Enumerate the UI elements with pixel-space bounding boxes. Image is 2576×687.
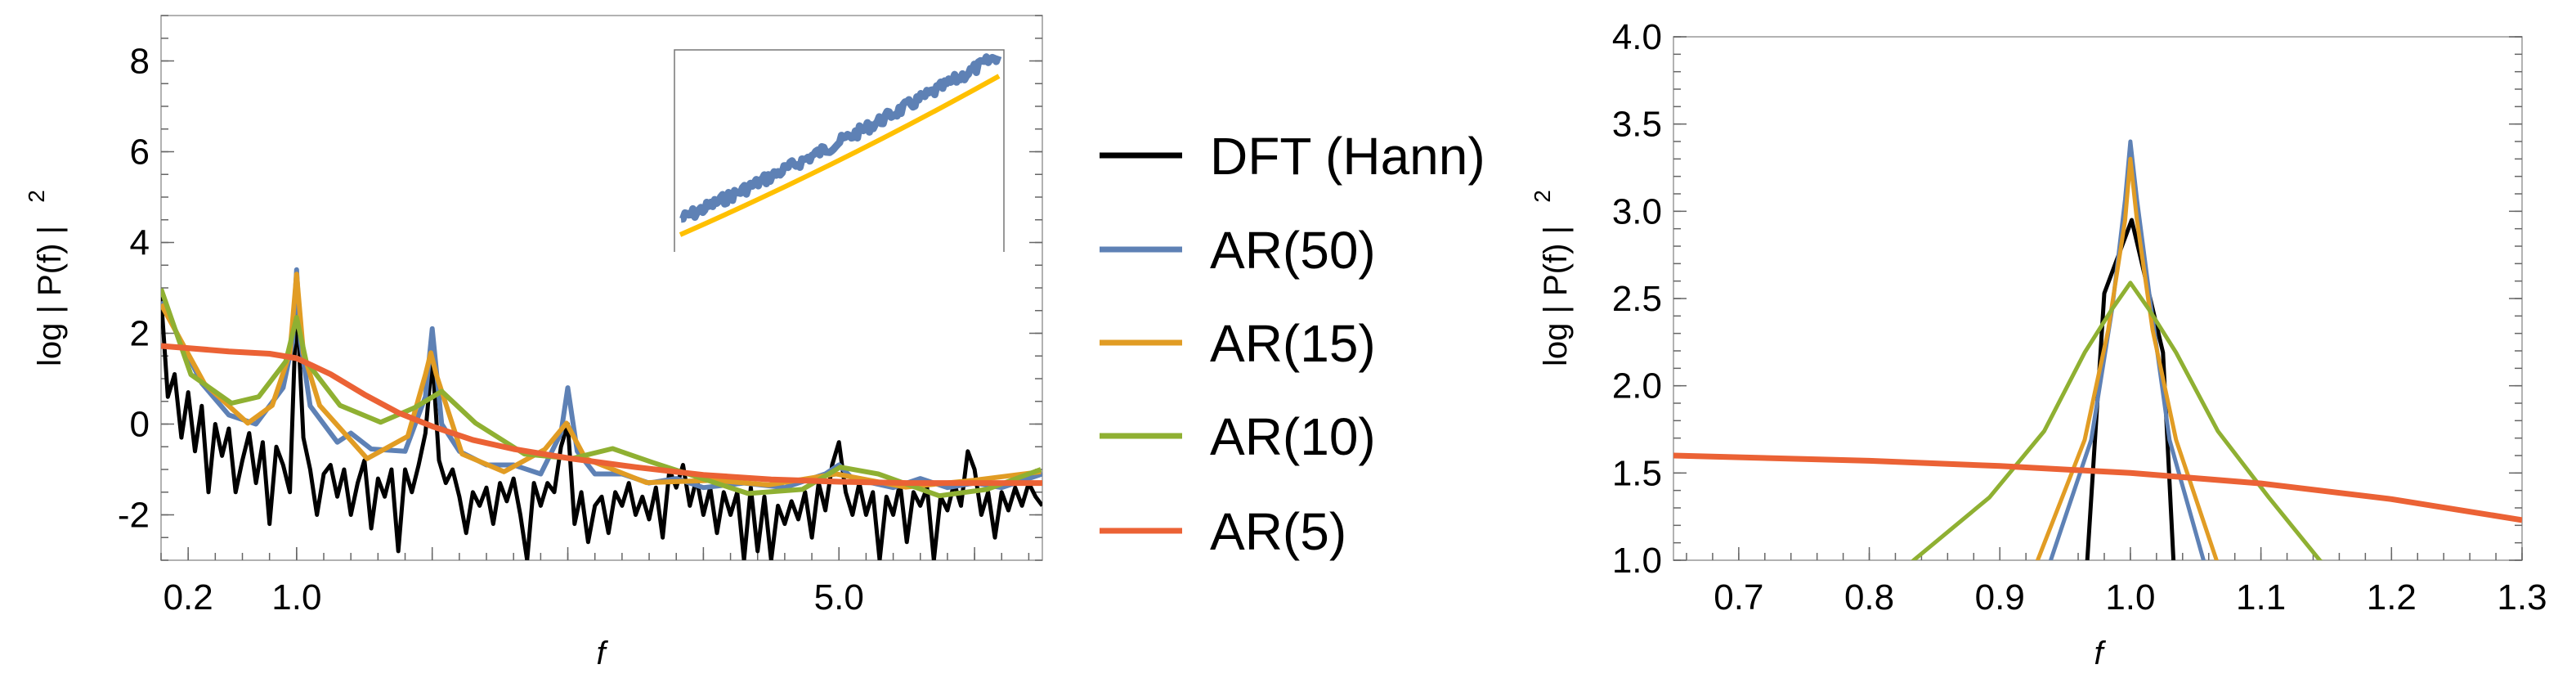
y-tick-label: 2 bbox=[130, 314, 150, 354]
inset-fit-line bbox=[679, 74, 1001, 237]
right-zoom-plot: 1.0 1.5 2.0 2.5 3.0 3.5 4.0 0.7 0.8 0.9 1.0 1.1 1.2 1… bbox=[1530, 17, 2547, 671]
legend-label: AR(50) bbox=[1210, 221, 1376, 280]
series-line-dft bbox=[161, 294, 1042, 560]
series-line-ar10 bbox=[161, 288, 1042, 499]
y-tick-label: 8 bbox=[130, 42, 150, 82]
series-line-ar5 bbox=[1673, 452, 2522, 523]
y-tick-label: -2 bbox=[118, 496, 150, 536]
y-tick-label: 4 bbox=[130, 223, 150, 263]
y-axis-label: log | P(f) | 2 bbox=[1530, 190, 1574, 366]
series-line-ar50 bbox=[2048, 139, 2206, 560]
series-group bbox=[161, 267, 1042, 560]
y-axis-label-text: log | P(f) | bbox=[1538, 226, 1574, 366]
x-tick-label: 1.1 bbox=[2236, 577, 2286, 617]
x-tick-label: 0.8 bbox=[1844, 577, 1894, 617]
inset-plot bbox=[674, 49, 1005, 252]
y-tick-label: 3.0 bbox=[1612, 191, 1662, 231]
y-axis-label: log | P(f) | 2 bbox=[24, 190, 68, 366]
x-tick-label: 1.2 bbox=[2367, 577, 2417, 617]
y-tick-label: 2.5 bbox=[1612, 279, 1662, 319]
y-tick-label: 4.0 bbox=[1612, 17, 1662, 57]
y-tick-label: 0 bbox=[130, 405, 150, 445]
y-axis-label-text: log | P(f) | bbox=[32, 226, 68, 366]
legend-label: AR(10) bbox=[1210, 407, 1376, 466]
y-tick-label: 6 bbox=[130, 132, 150, 173]
x-tick-label: 0.2 bbox=[164, 577, 213, 617]
y-tick-label: 2.0 bbox=[1612, 366, 1662, 406]
inset-frame bbox=[674, 49, 1005, 252]
x-tick-label: 1.0 bbox=[271, 577, 321, 617]
legend-item-ar10: AR(10) bbox=[1100, 407, 1376, 466]
y-tick-label: 1.0 bbox=[1612, 541, 1662, 581]
series-line-ar5 bbox=[161, 343, 1042, 487]
y-axis-label-superscript: 2 bbox=[1530, 190, 1555, 203]
series-line-ar10 bbox=[1911, 281, 2323, 560]
left-spectrum-plot: -2 0 2 4 6 8 0.2 1.0 5.0 f log | P(f) | 2 bbox=[24, 15, 1043, 671]
minor-ticks bbox=[1673, 36, 2523, 561]
x-axis-label: f bbox=[2094, 635, 2106, 671]
legend: DFT (Hann) AR(50) AR(15) AR(10) AR(5) bbox=[1100, 127, 1485, 561]
legend-item-ar5: AR(5) bbox=[1100, 502, 1346, 561]
x-axis-label: f bbox=[596, 635, 608, 671]
y-axis-label-superscript: 2 bbox=[24, 190, 49, 203]
x-tick-label: 1.3 bbox=[2497, 577, 2547, 617]
series-group bbox=[1673, 139, 2522, 560]
x-tick-label: 5.0 bbox=[814, 577, 864, 617]
legend-label: DFT (Hann) bbox=[1210, 127, 1485, 186]
legend-item-dft: DFT (Hann) bbox=[1100, 127, 1485, 186]
plot-frame bbox=[1673, 36, 2523, 561]
legend-label: AR(15) bbox=[1210, 314, 1376, 373]
y-tick-label: 1.5 bbox=[1612, 453, 1662, 493]
legend-label: AR(5) bbox=[1210, 502, 1346, 561]
series-line-ar15 bbox=[2035, 156, 2219, 560]
x-tick-label: 0.7 bbox=[1714, 577, 1763, 617]
x-tick-label: 0.9 bbox=[1975, 577, 2025, 617]
legend-item-ar15: AR(15) bbox=[1100, 314, 1376, 373]
legend-item-ar50: AR(50) bbox=[1100, 221, 1376, 280]
series-line-dft bbox=[2085, 218, 2176, 560]
y-tick-label: 3.5 bbox=[1612, 105, 1662, 145]
inset-noisy-series bbox=[679, 53, 1002, 223]
x-tick-label: 1.0 bbox=[2105, 577, 2155, 617]
